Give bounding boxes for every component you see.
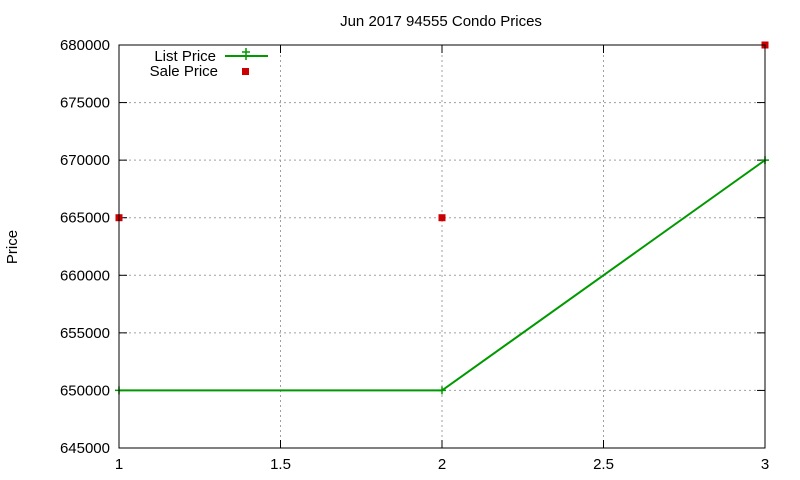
legend: List Price Sale Price (150, 48, 268, 80)
y-tick-label: 655000 (60, 325, 110, 342)
y-tick-label: 670000 (60, 152, 110, 169)
y-tick-label: 675000 (60, 95, 110, 112)
list-price-point (438, 386, 446, 395)
axis-ticks: 645000 650000 655000 660000 665000 670000 6750… (60, 37, 769, 473)
y-tick-label: 650000 (60, 382, 110, 399)
chart-title: Jun 2017 94555 Condo Prices (340, 13, 542, 30)
x-tick-label: 2 (438, 456, 446, 473)
y-tick-label: 645000 (60, 440, 110, 457)
sale-price-point (438, 214, 446, 222)
x-tick-label: 3 (761, 456, 769, 473)
x-tick-label: 2.5 (593, 456, 614, 473)
grid-lines (119, 45, 765, 448)
plot-frame (118, 44, 766, 449)
x-tick-label: 1.5 (270, 456, 291, 473)
x-tick-label: 1 (115, 456, 123, 473)
y-tick-label: 660000 (60, 267, 110, 284)
y-axis-label: Price (4, 230, 21, 264)
y-tick-label: 680000 (60, 37, 110, 54)
y-tick-label: 665000 (60, 210, 110, 227)
legend-marker-sale-price (242, 68, 249, 75)
legend-label-sale-price: Sale Price (150, 63, 218, 80)
legend-marker-list-price (242, 48, 250, 60)
legend-label-list-price: List Price (154, 48, 216, 65)
